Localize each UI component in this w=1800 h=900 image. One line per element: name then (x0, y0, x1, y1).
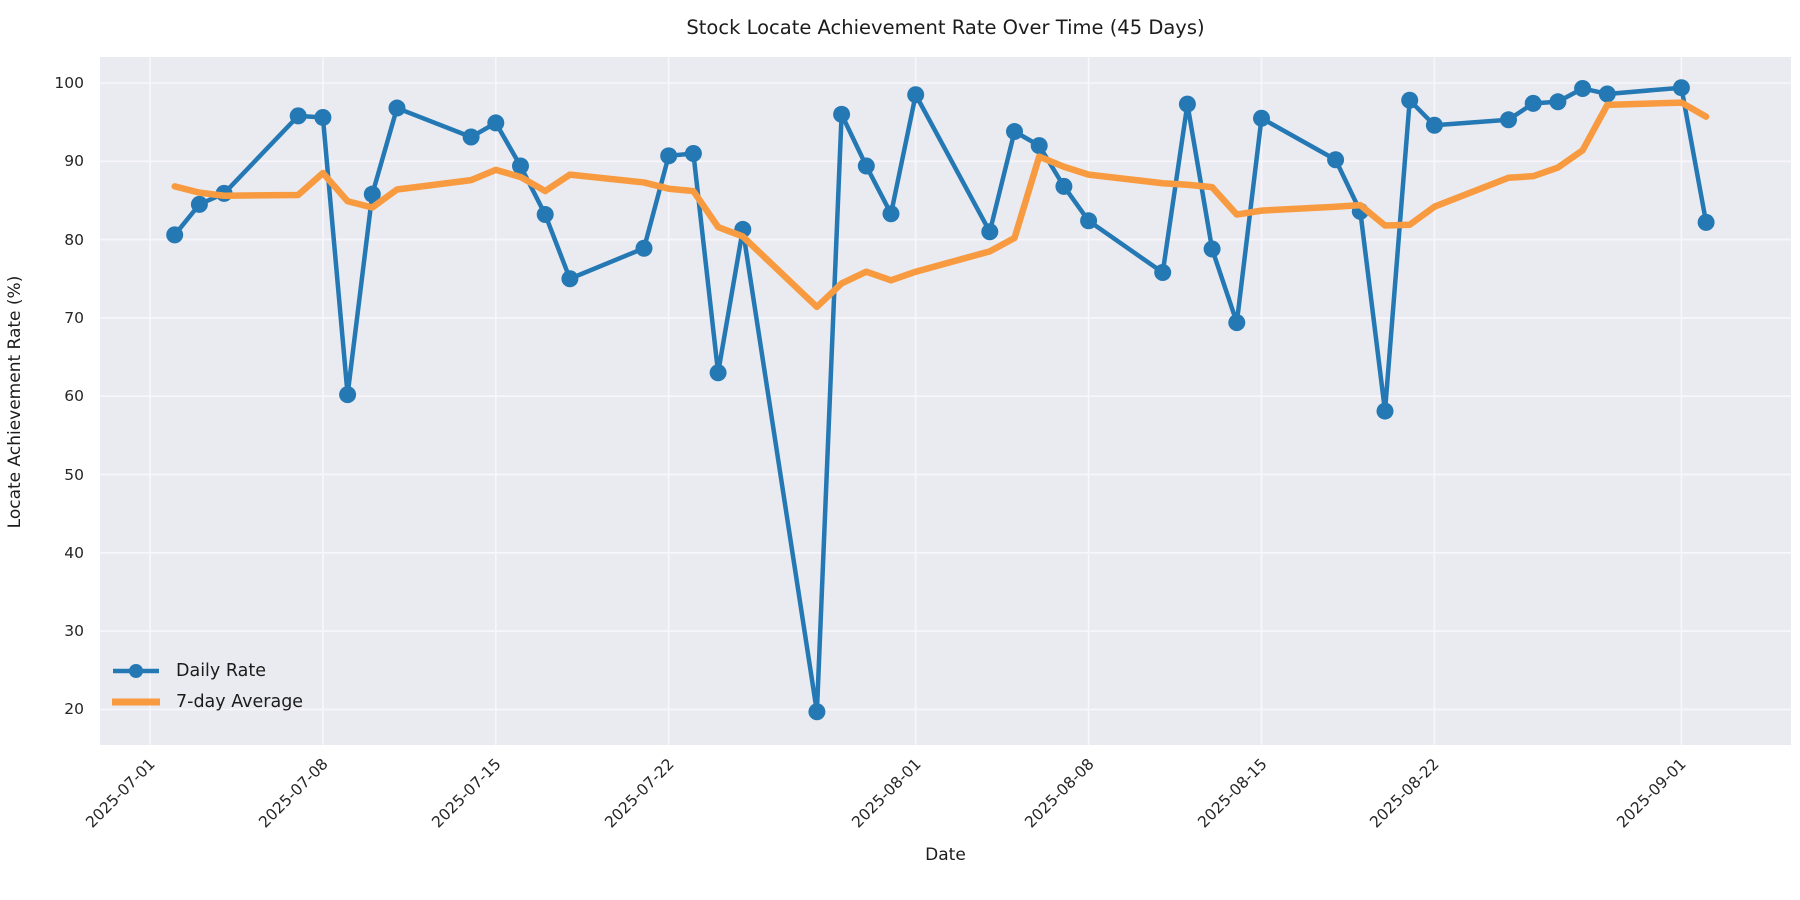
data-point (462, 128, 480, 146)
x-tick-label: 2025-08-15 (1193, 755, 1271, 832)
plot-canvas (100, 57, 1791, 745)
data-point (1006, 123, 1023, 141)
data-point (1425, 116, 1443, 134)
data-point (314, 108, 332, 126)
data-point (339, 386, 357, 404)
x-tick-label: 2025-08-01 (847, 755, 925, 832)
chart-title: Stock Locate Achievement Rate Over Time … (686, 16, 1205, 39)
y-axis-label: Locate Achievement Rate (%) (5, 275, 25, 529)
data-point (363, 185, 381, 203)
data-point (1178, 95, 1196, 113)
data-point (1598, 85, 1616, 103)
data-point (487, 114, 505, 132)
legend-entry-daily-rate: Daily Rate (112, 655, 303, 686)
data-point (1228, 314, 1246, 332)
y-tick-label: 30 (64, 622, 84, 641)
data-point (388, 99, 406, 117)
y-tick-label: 100 (54, 74, 84, 92)
data-point (536, 206, 554, 224)
x-tick-label: 2025-07-15 (428, 755, 505, 832)
y-tick-label: 50 (64, 465, 84, 484)
daily-rate-swatch-icon (113, 663, 159, 678)
legend-entry-7day-average: 7-day Average (112, 686, 303, 717)
y-tick-label: 70 (64, 308, 84, 327)
y-axis-ticks: 20 30 40 50 60 70 80 90 100 (0, 57, 92, 745)
x-tick-label: 2025-07-01 (82, 755, 159, 832)
data-point (1376, 402, 1394, 420)
x-tick-label: 2025-07-08 (255, 755, 332, 832)
data-point (684, 144, 702, 162)
x-tick-label: 2025-08-22 (1366, 755, 1444, 832)
plot-area: Daily Rate 7-day Average (100, 57, 1791, 745)
data-point (808, 703, 826, 721)
data-point (1401, 91, 1419, 109)
data-point (660, 147, 678, 165)
data-point (1574, 79, 1592, 97)
data-point (289, 107, 307, 125)
data-point (166, 226, 184, 244)
data-point (907, 86, 925, 104)
data-point (512, 157, 529, 175)
data-point (1030, 137, 1048, 155)
data-point (1524, 94, 1542, 112)
data-point (1327, 151, 1345, 169)
x-tick-label: 2025-08-08 (1020, 755, 1098, 832)
data-point (1080, 212, 1098, 230)
data-point (1500, 111, 1517, 129)
daily-rate-line (172, 85, 1709, 714)
data-point (190, 195, 208, 213)
data-point (635, 239, 653, 257)
legend-label-7day-average: 7-day Average (176, 691, 304, 712)
y-tick-label: 60 (64, 387, 84, 406)
data-point (882, 205, 900, 223)
data-point (561, 270, 579, 288)
data-point (833, 105, 851, 123)
x-axis-ticks: 2025-07-01 2025-07-08 2025-07-15 2025-07-22… (82, 747, 1791, 857)
legend: Daily Rate 7-day Average (112, 655, 303, 717)
data-point (1203, 240, 1221, 258)
data-point (1154, 263, 1172, 281)
data-point (981, 223, 999, 241)
y-tick-label: 40 (64, 543, 84, 562)
x-tick-label: 2025-07-22 (600, 755, 678, 832)
data-point (1697, 213, 1715, 231)
y-tick-label: 90 (64, 152, 84, 171)
data-point (1672, 79, 1690, 97)
x-axis-label: Date (925, 845, 966, 865)
data-point (1055, 177, 1073, 195)
x-tick-label: 2025-09-01 (1613, 755, 1691, 832)
legend-label-daily-rate: Daily Rate (176, 660, 266, 681)
data-point (857, 157, 875, 175)
y-tick-label: 20 (64, 700, 84, 719)
seven-day-average-swatch-icon (112, 698, 160, 705)
y-tick-label: 80 (64, 230, 84, 249)
seven-day-average-line (171, 99, 1710, 311)
data-point (1253, 109, 1270, 127)
data-point (1549, 93, 1567, 111)
data-point (709, 364, 727, 382)
